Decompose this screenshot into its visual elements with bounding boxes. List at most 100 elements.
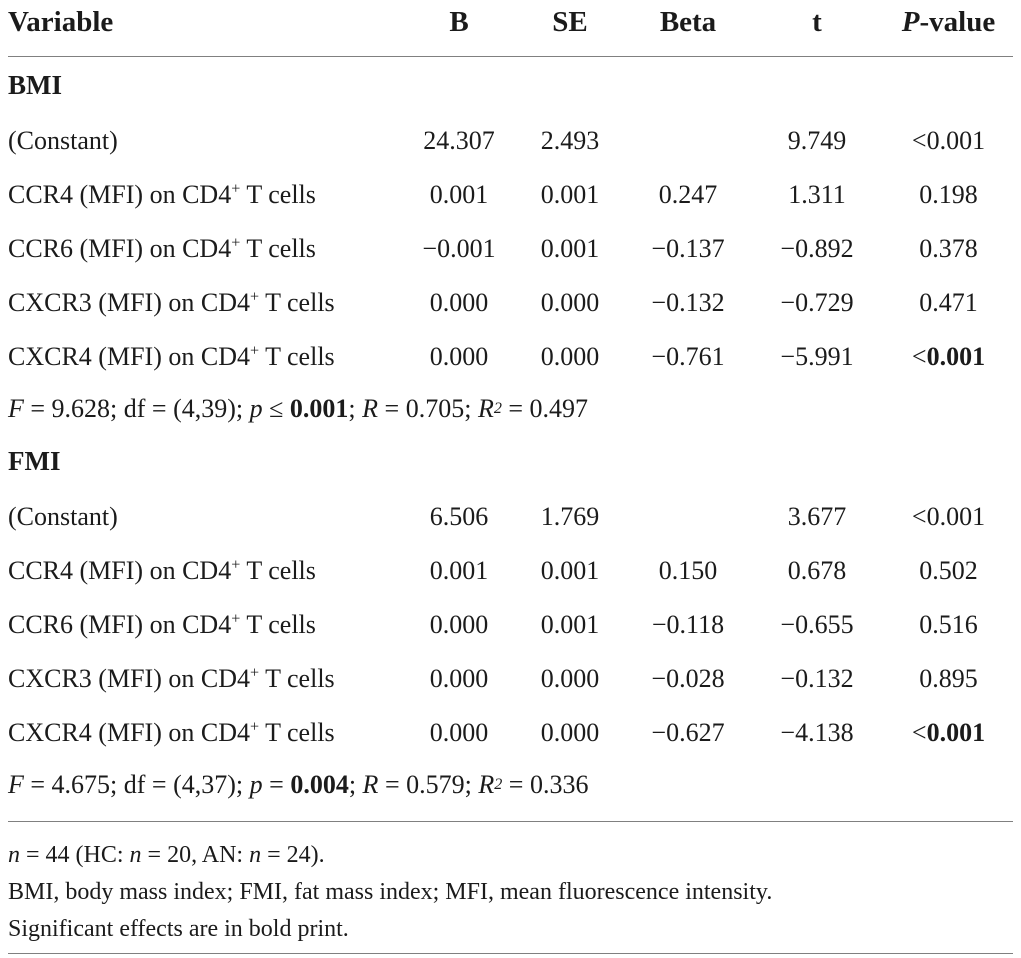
stats-part: = 4.675; df = (4,37); (23, 769, 250, 799)
cell-se: 0.000 (540, 718, 600, 747)
cell-beta: −0.627 (651, 718, 725, 747)
table-row: CCR6 (MFI) on CD4+ T cells 0.000 0.001 −0.1… (8, 598, 1013, 652)
variable-label-text: T cells (240, 556, 316, 585)
variable-label-superscript: + (249, 664, 260, 682)
cell-se: 0.000 (540, 342, 600, 371)
cell-pvalue: <0.001 (884, 718, 1013, 748)
stats-part: F (8, 769, 24, 799)
variable-label-text: CCR4 (MFI) on CD4 (8, 556, 232, 585)
cell-beta: 0.150 (658, 556, 718, 585)
bottom-rule (8, 953, 1013, 954)
cell-beta: −0.028 (651, 664, 725, 693)
footnote-part: n (8, 842, 20, 868)
variable-label-text: T cells (259, 718, 335, 747)
footnote-part: = 44 (HC: (20, 842, 130, 868)
cell-se: 0.001 (540, 234, 600, 263)
cell-variable-label: CXCR3 (MFI) on CD4+ T cells (8, 664, 404, 694)
cell-t: −0.655 (780, 610, 854, 639)
cell-b: 0.000 (429, 718, 489, 747)
cell-se: 1.769 (540, 502, 600, 531)
model-fit-stats-fmi: F = 4.675; df = (4,37); p = 0.004; R = 0… (8, 769, 589, 799)
pvalue-number: 0.502 (919, 556, 978, 585)
cell-se: 0.000 (540, 288, 600, 317)
variable-label-superscript: + (231, 234, 241, 252)
pvalue-prefix: < (911, 718, 927, 747)
pvalue-header-italic-p: P (901, 6, 920, 38)
stats-part: R (362, 769, 379, 799)
cell-b: 0.001 (429, 556, 489, 585)
cell-pvalue: <0.001 (884, 342, 1013, 372)
footnote-rule (8, 821, 1013, 822)
section-title-bmi: BMI (8, 70, 62, 100)
pvalue-number: 0.198 (919, 180, 978, 209)
cell-beta: −0.761 (651, 342, 725, 371)
table-row: CXCR4 (MFI) on CD4+ T cells 0.000 0.000 −0.… (8, 330, 1013, 384)
stats-part: R (362, 393, 379, 423)
cell-t: −4.138 (780, 718, 854, 747)
cell-pvalue: 0.198 (884, 180, 1013, 210)
variable-label-superscript: + (231, 556, 241, 574)
stats-part: = 9.628; df = (4,39); (23, 393, 250, 423)
pvalue-number: 0.895 (919, 664, 978, 693)
pvalue-number: 0.001 (926, 126, 986, 155)
variable-label-text: T cells (259, 664, 335, 693)
footnotes: n = 44 (HC: n = 20, AN: n = 24). BMI, bo… (8, 822, 1013, 953)
pvalue-number: 0.001 (926, 502, 986, 531)
footnote-part: = 24). (261, 842, 325, 868)
cell-variable-label: CXCR4 (MFI) on CD4+ T cells (8, 718, 404, 748)
cell-b: −0.001 (422, 234, 496, 263)
cell-t: −5.991 (780, 342, 854, 371)
cell-pvalue: 0.516 (884, 610, 1013, 640)
footnote-bold-note: Significant effects are in bold print. (8, 916, 349, 942)
column-header-beta: Beta (659, 6, 717, 38)
cell-t: 9.749 (787, 126, 847, 155)
footnote-part: n (249, 842, 262, 868)
cell-pvalue: 0.471 (884, 288, 1013, 318)
pvalue-header-rest: -value (919, 6, 996, 38)
table-row: CCR6 (MFI) on CD4+ T cells −0.001 0.001 −0.… (8, 222, 1013, 276)
footnote-part: n (129, 842, 142, 868)
cell-b: 0.000 (429, 288, 489, 317)
table-row: CXCR3 (MFI) on CD4+ T cells 0.000 0.000 −0.… (8, 276, 1013, 330)
pvalue-prefix: < (911, 342, 927, 371)
cell-t: −0.729 (780, 288, 854, 317)
cell-b: 0.000 (429, 664, 489, 693)
cell-b: 0.001 (429, 180, 489, 209)
column-header-se: SE (552, 6, 588, 38)
variable-label-text: CCR6 (MFI) on CD4 (8, 234, 232, 263)
column-header-b: B (449, 6, 469, 38)
variable-label-superscript: + (231, 180, 241, 198)
stats-part: F (8, 393, 24, 423)
model-fit-stats-bmi: F = 9.628; df = (4,39); p ≤ 0.001; R = 0… (8, 393, 589, 423)
pvalue-number: 0.378 (919, 234, 978, 263)
cell-beta: 0.247 (658, 180, 718, 209)
stats-part: ; (348, 393, 363, 423)
stats-part: ; (348, 769, 363, 799)
variable-label-text: CXCR4 (MFI) on CD4 (8, 718, 250, 747)
variable-label-text: (Constant) (8, 502, 118, 531)
variable-label-text: T cells (259, 342, 335, 371)
cell-b: 0.000 (429, 342, 489, 371)
cell-b: 0.000 (429, 610, 489, 639)
cell-variable-label: CCR6 (MFI) on CD4+ T cells (8, 610, 404, 640)
table-row: CCR4 (MFI) on CD4+ T cells 0.001 0.001 0.24… (8, 168, 1013, 222)
cell-b: 24.307 (423, 126, 495, 155)
table-row: CXCR4 (MFI) on CD4+ T cells 0.000 0.000 −0.… (8, 706, 1013, 760)
variable-label-text: CXCR3 (MFI) on CD4 (8, 664, 250, 693)
cell-pvalue: <0.001 (884, 126, 1013, 156)
variable-label-superscript: + (249, 342, 260, 360)
cell-beta: −0.118 (651, 610, 725, 639)
pvalue-prefix: < (911, 126, 927, 155)
stats-part: p (249, 769, 263, 799)
cell-pvalue: 0.378 (884, 234, 1013, 264)
table-row: (Constant) 6.506 1.769 3.677 <0.001 (8, 490, 1013, 544)
variable-label-text: (Constant) (8, 126, 118, 155)
cell-variable-label: (Constant) (8, 502, 404, 532)
cell-variable-label: CXCR3 (MFI) on CD4+ T cells (8, 288, 404, 318)
stats-part: = 0.705; (378, 393, 478, 423)
table-row: (Constant) 24.307 2.493 9.749 <0.001 (8, 114, 1013, 168)
pvalue-number: 0.516 (919, 610, 978, 639)
pvalue-number: 0.001 (926, 718, 986, 747)
cell-b: 6.506 (429, 502, 489, 531)
variable-label-text: T cells (240, 234, 316, 263)
